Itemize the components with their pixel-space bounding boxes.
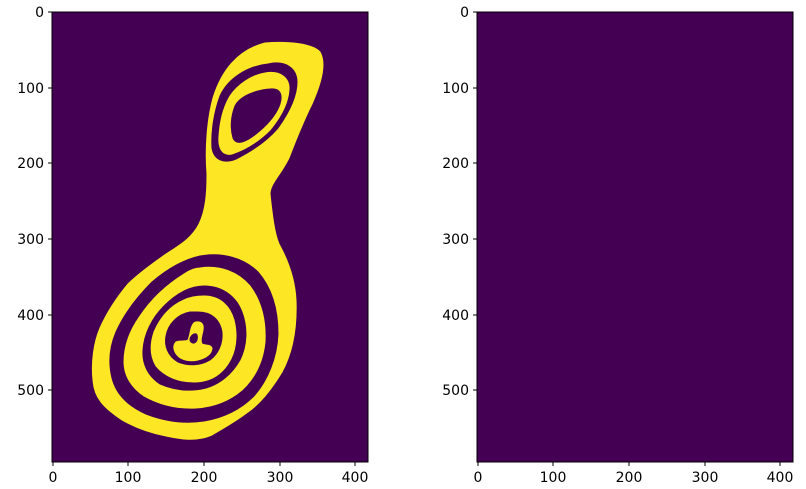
left-mask-image — [91, 41, 324, 440]
left-y-tick-label: 300 — [17, 232, 44, 248]
right-panel: 0 100 200 300 400 0 100 200 300 400 500 — [442, 5, 794, 486]
right-x-tick-label: 200 — [616, 470, 643, 486]
right-y-tick-label: 300 — [442, 232, 469, 248]
right-x-tick-label: 400 — [767, 470, 794, 486]
right-x-tick-label: 300 — [692, 470, 719, 486]
left-x-tick-label: 0 — [49, 470, 58, 486]
right-y-axis: 0 100 200 300 400 500 — [442, 5, 477, 399]
right-image-background — [477, 12, 793, 462]
right-axes-frame — [476, 11, 794, 463]
left-x-tick-label: 200 — [191, 470, 218, 486]
left-x-tick-label: 400 — [342, 470, 369, 486]
left-panel: 0 100 200 300 400 0 100 200 300 400 500 — [17, 5, 369, 486]
left-y-axis: 0 100 200 300 400 500 — [17, 5, 52, 399]
right-y-tick-label: 100 — [442, 81, 469, 97]
right-y-tick-label: 0 — [460, 5, 469, 21]
left-y-tick-label: 400 — [17, 308, 44, 324]
left-x-tick-label: 300 — [267, 470, 294, 486]
right-x-tick-label: 100 — [540, 470, 567, 486]
left-y-tick-label: 100 — [17, 81, 44, 97]
left-x-axis: 0 100 200 300 400 — [49, 462, 369, 486]
left-y-tick-label: 500 — [17, 383, 44, 399]
right-x-tick-label: 0 — [474, 470, 483, 486]
bottom-core-dot — [189, 333, 198, 344]
left-y-tick-label: 200 — [17, 156, 44, 172]
left-x-tick-label: 100 — [115, 470, 142, 486]
right-y-tick-label: 200 — [442, 156, 469, 172]
left-axes-frame — [51, 11, 369, 463]
right-x-axis: 0 100 200 300 400 — [474, 462, 794, 486]
left-y-tick-label: 0 — [35, 5, 44, 21]
right-y-tick-label: 400 — [442, 308, 469, 324]
right-y-tick-label: 500 — [442, 383, 469, 399]
top-inner-hole — [230, 88, 282, 143]
